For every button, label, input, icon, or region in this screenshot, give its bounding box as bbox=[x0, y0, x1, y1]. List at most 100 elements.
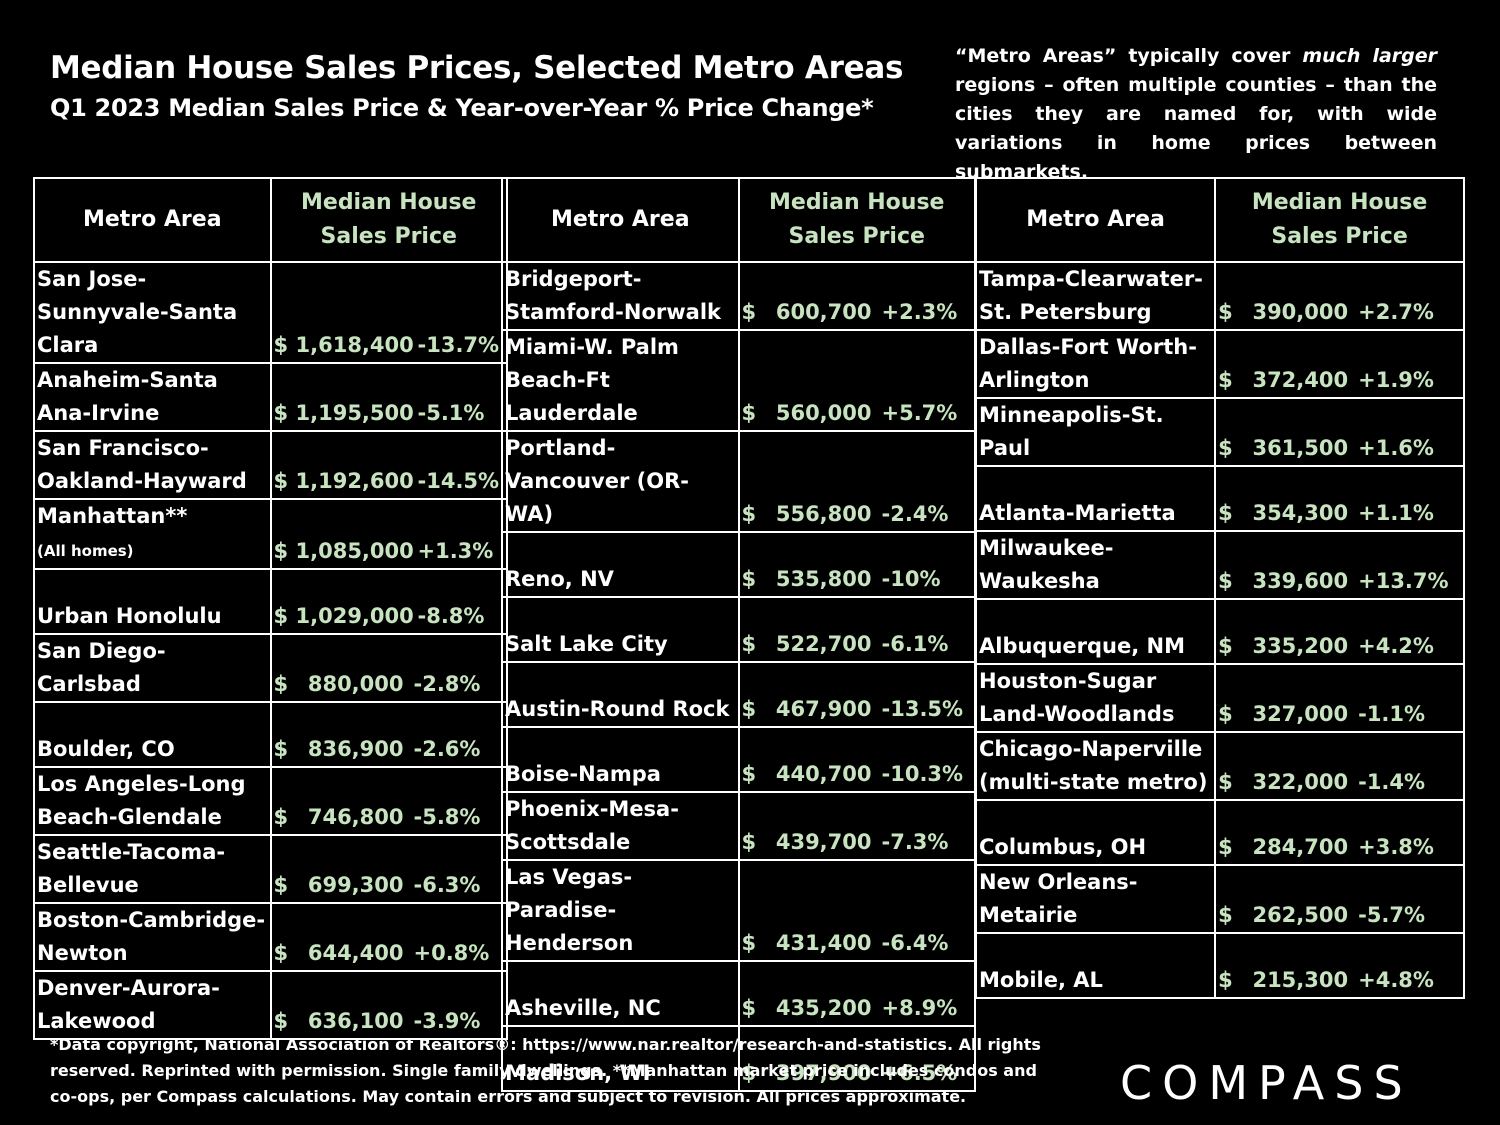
price-value: 880,000 bbox=[307, 672, 404, 696]
header-row: Metro Area Median House Sales Price bbox=[974, 177, 1465, 263]
price-cell: $215,300 +4.8% bbox=[1214, 932, 1465, 999]
currency-symbol: $ bbox=[741, 300, 757, 324]
metro-area-cell: Reno, NV bbox=[501, 531, 740, 598]
table-row: Tampa-Clearwater-St. Petersburg $390,000 +… bbox=[974, 261, 1465, 331]
metro-area-name: Anaheim-Santa Ana-Irvine bbox=[37, 368, 218, 425]
yoy-change: +2.7% bbox=[1358, 300, 1434, 324]
price-cell: $880,000 -2.8% bbox=[269, 633, 508, 703]
yoy-change: -6.3% bbox=[413, 873, 481, 897]
metro-area-cell: San Jose-Sunnyvale-Santa Clara bbox=[33, 261, 272, 364]
header-metro-area: Metro Area bbox=[501, 177, 740, 263]
currency-symbol: $ bbox=[273, 1009, 289, 1033]
metro-area-note: “Metro Areas” typically cover much large… bbox=[955, 42, 1437, 187]
metro-area-name: Boulder, CO bbox=[37, 737, 175, 761]
metro-area-name: Asheville, NC bbox=[505, 996, 661, 1020]
table-row: Bridgeport-Stamford-Norwalk $600,700 +2.3% bbox=[501, 261, 976, 331]
header-median-price: Median House Sales Price bbox=[737, 177, 976, 263]
price-value: 372,400 bbox=[1252, 368, 1349, 392]
table-row: Los Angeles-Long Beach-Glendale $746,800-… bbox=[33, 766, 508, 836]
header-row: Metro Area Median House Sales Price bbox=[33, 177, 508, 263]
price-value: 361,500 bbox=[1252, 436, 1349, 460]
price-cell: $636,100 -3.9% bbox=[269, 970, 508, 1040]
price-cell: $600,700 +2.3% bbox=[737, 261, 976, 331]
price-cell: $284,700 +3.8% bbox=[1214, 799, 1465, 866]
price-cell: $535,800 -10% bbox=[737, 531, 976, 598]
table-row: Anaheim-Santa Ana-Irvine $1,195,500 -5.1% bbox=[33, 362, 508, 432]
metro-area-cell: Bridgeport-Stamford-Norwalk bbox=[501, 261, 740, 331]
price-value: 522,700 bbox=[775, 632, 872, 656]
metro-area-cell: Salt Lake City bbox=[501, 596, 740, 663]
table-row: Austin-Round Rock $467,900 -13.5% bbox=[501, 661, 976, 728]
price-value: 746,800 bbox=[307, 805, 404, 829]
yoy-change: +1.3% bbox=[417, 539, 494, 563]
table-row: Manhattan** (All homes) $1,085,000 +1.3% bbox=[33, 498, 508, 570]
price-cell: $522,700 -6.1% bbox=[737, 596, 976, 663]
price-cell: $1,029,000 -8.8% bbox=[269, 568, 508, 635]
table-row: Mobile, AL $215,300 +4.8% bbox=[974, 932, 1465, 999]
note-text-2: regions – often multiple counties – than… bbox=[955, 74, 1437, 183]
price-cell: $322,000 -1.4% bbox=[1214, 731, 1465, 801]
yoy-change: -2.4% bbox=[881, 502, 949, 526]
price-cell: $439,700 -7.3% bbox=[737, 791, 976, 861]
metro-area-name: Madison, WI bbox=[505, 1061, 651, 1085]
price-value: 560,000 bbox=[775, 401, 872, 425]
currency-symbol: $ bbox=[1218, 770, 1233, 794]
metro-area-cell: Boston-Cambridge-Newton bbox=[33, 902, 272, 972]
metro-area-name: Boise-Nampa bbox=[505, 762, 661, 786]
price-value: 354,300 bbox=[1252, 501, 1349, 525]
price-value: 397,900 bbox=[775, 1061, 872, 1085]
price-value: 644,400 bbox=[307, 941, 404, 965]
yoy-change: -10.3% bbox=[881, 762, 964, 786]
yoy-change: -5.1% bbox=[417, 401, 485, 425]
metro-area-name: Chicago-Naperville (multi-state metro) bbox=[979, 737, 1208, 794]
yoy-change: +5.7% bbox=[881, 401, 958, 425]
metro-area-cell: Denver-Aurora-Lakewood bbox=[33, 970, 272, 1040]
title-block: Median House Sales Prices, Selected Metr… bbox=[50, 50, 903, 122]
currency-symbol: $ bbox=[741, 567, 757, 591]
currency-symbol: $ bbox=[1218, 300, 1233, 324]
metro-area-cell: Portland-Vancouver (OR-WA) bbox=[501, 430, 740, 533]
yoy-change: +1.6% bbox=[1358, 436, 1434, 460]
footer-note: *Data copyright, National Association of… bbox=[50, 1035, 1041, 1106]
metro-area-cell: Anaheim-Santa Ana-Irvine bbox=[33, 362, 272, 432]
metro-area-name: San Francisco-Oakland-Hayward bbox=[37, 436, 247, 493]
yoy-change: +4.8% bbox=[1358, 968, 1434, 992]
metro-area-cell: Asheville, NC bbox=[501, 960, 740, 1027]
price-cell: $372,400 +1.9% bbox=[1214, 329, 1465, 399]
table-row: Phoenix-Mesa-Scottsdale $439,700 -7.3% bbox=[501, 791, 976, 861]
metro-area-cell: Dallas-Fort Worth-Arlington bbox=[974, 329, 1217, 399]
table-row: Las Vegas-Paradise-Henderson $431,400 -6.4… bbox=[501, 859, 976, 962]
price-cell: $327,000 -1.1% bbox=[1214, 663, 1465, 733]
price-value: 1,085,000 bbox=[295, 539, 414, 563]
price-value: 435,200 bbox=[775, 996, 872, 1020]
currency-symbol: $ bbox=[741, 632, 757, 656]
price-value: 1,029,000 bbox=[295, 604, 414, 628]
price-cell: $560,000 +5.7% bbox=[737, 329, 976, 432]
table-right: Metro Area Median House Sales Price Tampa-… bbox=[974, 177, 1465, 999]
metro-area-name: Boston-Cambridge-Newton bbox=[37, 908, 266, 965]
metro-area-name: Denver-Aurora-Lakewood bbox=[37, 976, 220, 1033]
header-median-price: Median House Sales Price bbox=[269, 177, 508, 263]
table-row: Chicago-Naperville (multi-state metro) $3… bbox=[974, 731, 1465, 801]
table-middle: Metro Area Median House Sales Price Bridge… bbox=[501, 177, 976, 1092]
currency-symbol: $ bbox=[273, 737, 289, 761]
currency-symbol: $ bbox=[741, 697, 757, 721]
price-cell: $361,500 +1.6% bbox=[1214, 397, 1465, 467]
price-cell: $262,500 -5.7% bbox=[1214, 864, 1465, 934]
yoy-change: -13.5% bbox=[881, 697, 964, 721]
metro-area-name: Tampa-Clearwater-St. Petersburg bbox=[979, 267, 1203, 324]
yoy-change: -14.5% bbox=[417, 469, 500, 493]
table-row: Urban Honolulu $1,029,000 -8.8% bbox=[33, 568, 508, 635]
metro-area-name: Houston-Sugar Land-Woodlands bbox=[979, 669, 1175, 726]
metro-area-cell: San Francisco-Oakland-Hayward bbox=[33, 430, 272, 500]
table-row: Reno, NV $535,800 -10% bbox=[501, 531, 976, 598]
currency-symbol: $ bbox=[1218, 903, 1233, 927]
price-value: 262,500 bbox=[1252, 903, 1349, 927]
metro-area-name: Mobile, AL bbox=[979, 968, 1103, 992]
metro-area-cell: Tampa-Clearwater-St. Petersburg bbox=[974, 261, 1217, 331]
currency-symbol: $ bbox=[1218, 634, 1233, 658]
price-cell: $335,200 +4.2% bbox=[1214, 598, 1465, 665]
table-row: Houston-Sugar Land-Woodlands $327,000 -1.1… bbox=[974, 663, 1465, 733]
metro-area-cell: Albuquerque, NM bbox=[974, 598, 1217, 665]
table-row: Portland-Vancouver (OR-WA) $556,800 -2.4% bbox=[501, 430, 976, 533]
